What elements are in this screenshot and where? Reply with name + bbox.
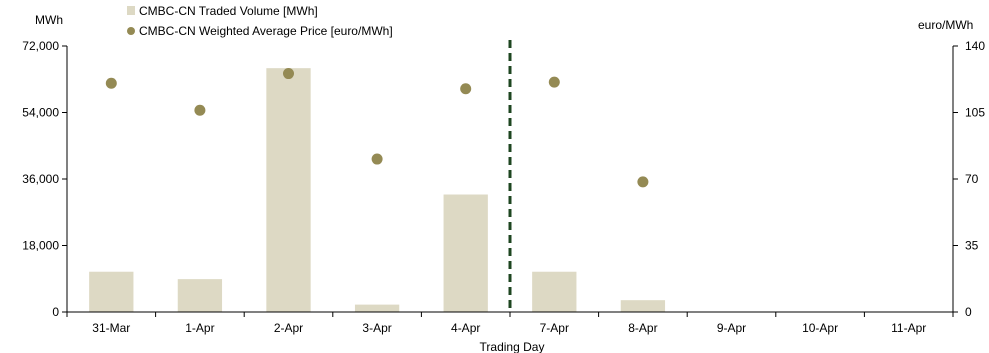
left-tick-label: 54,000	[22, 106, 59, 120]
price-point-3-Apr	[371, 153, 383, 165]
volume-bar-4-Apr	[443, 194, 488, 312]
right-tick-label: 70	[965, 172, 979, 186]
x-tick-label-1-Apr: 1-Apr	[185, 321, 214, 335]
volume-bar-7-Apr	[532, 271, 577, 312]
legend: CMBC-CN Traded Volume [MWh] CMBC-CN Weig…	[127, 4, 393, 38]
price-points	[105, 68, 649, 188]
left-tick-label: 0	[52, 305, 59, 319]
volume-bar-8-Apr	[620, 300, 666, 312]
volume-bar-3-Apr	[354, 304, 400, 312]
x-tick-label-8-Apr: 8-Apr	[628, 321, 657, 335]
price-point-4-Apr	[460, 83, 472, 95]
x-tick-label-7-Apr: 7-Apr	[540, 321, 569, 335]
price-point-31-Mar	[105, 77, 117, 89]
legend-volume-label: CMBC-CN Traded Volume [MWh]	[139, 4, 318, 18]
legend-bar-swatch	[127, 6, 135, 15]
right-tick-label: 35	[965, 239, 979, 253]
price-point-2-Apr	[283, 68, 294, 80]
volume-bar-1-Apr	[177, 279, 223, 312]
left-tick-label: 18,000	[22, 239, 59, 253]
right-tick-label: 0	[965, 305, 972, 319]
price-point-1-Apr	[194, 104, 206, 116]
x-tick-label-11-Apr: 11-Apr	[891, 321, 926, 335]
volume-bar-31-Mar	[89, 271, 134, 312]
legend-price-swatch	[127, 27, 135, 35]
x-tick-label-4-Apr: 4-Apr	[451, 321, 480, 335]
right-tick-label: 105	[965, 106, 985, 120]
x-tick-label-3-Apr: 3-Apr	[362, 321, 391, 335]
x-tick-label-10-Apr: 10-Apr	[802, 321, 838, 335]
price-point-8-Apr	[637, 176, 649, 188]
right-tick-label: 140	[965, 39, 985, 53]
volume-bars	[89, 68, 666, 313]
right-axis-unit: euro/MWh	[918, 18, 973, 32]
x-tick-label-31-Mar: 31-Mar	[92, 321, 130, 335]
axes: 0 18,000 36,000 54,000 72,000 0 35 70 105 140 31-M…	[22, 39, 985, 335]
x-tick-label-9-Apr: 9-Apr	[717, 321, 746, 335]
price-point-7-Apr	[548, 76, 560, 88]
left-tick-label: 72,000	[22, 39, 59, 53]
legend-price-label: CMBC-CN Weighted Average Price [euro/MWh…	[139, 24, 393, 38]
volume-bar-2-Apr	[266, 68, 311, 313]
left-tick-label: 36,000	[22, 172, 59, 186]
x-tick-label-2-Apr: 2-Apr	[274, 321, 303, 335]
left-axis-unit: MWh	[35, 13, 63, 27]
x-axis-title: Trading Day	[480, 340, 545, 353]
